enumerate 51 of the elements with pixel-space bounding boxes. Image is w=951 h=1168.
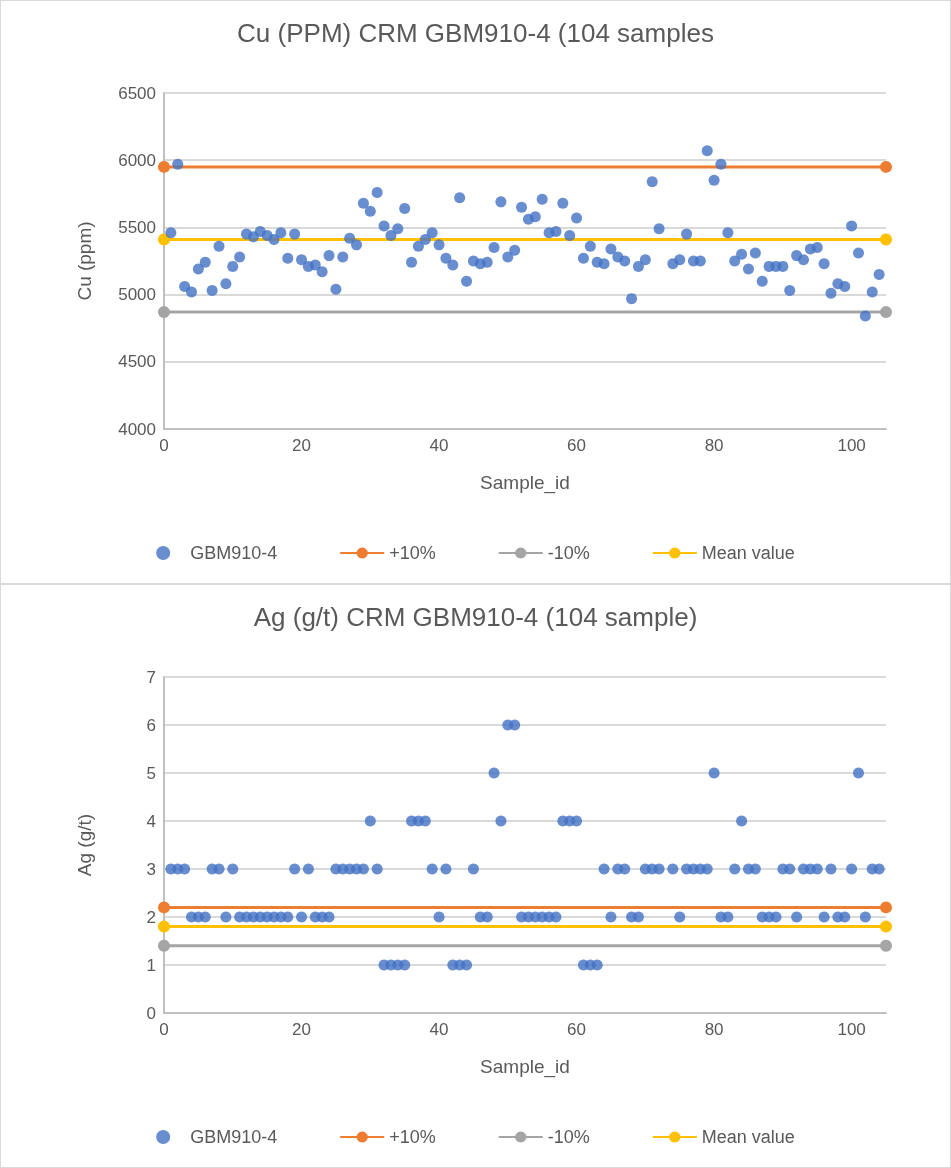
chart-title: Ag (g/t) CRM GBM910-4 (104 sample) [253,602,698,632]
point [880,160,892,173]
x-tick-label: 40 [429,436,449,455]
x-tick-label: 100 [837,436,866,455]
y-tick-label: 5 [146,763,156,783]
x-tick-label: 80 [704,436,724,455]
legend-label: +10% [389,543,436,563]
point [158,160,170,173]
y-tick-label: 0 [146,1003,156,1023]
point [158,939,170,952]
legend-label: GBM910-4 [190,1127,278,1147]
y-axis-title: Cu (ppm) [74,221,95,301]
x-tick-label: 80 [704,1020,724,1039]
y-tick-label: 7 [146,667,156,687]
x-tick-label: 20 [292,1020,311,1039]
point [158,901,170,914]
point [880,901,892,914]
y-axis-title: Ag (g/t) [74,813,95,877]
legend-label: +10% [389,1127,436,1147]
y-tick-label: 5500 [118,217,156,237]
y-tick-label: 6500 [118,83,156,103]
point [158,920,170,933]
point [880,306,892,319]
x-tick-label: 60 [567,436,587,455]
x-axis-title: Sample_id [480,1056,570,1078]
y-tick-label: 4500 [118,352,156,372]
x-tick-label: 0 [159,1020,169,1039]
x-tick-label: 40 [429,1020,449,1039]
x-axis-title: Sample_id [480,472,570,494]
x-tick-label: 20 [292,436,311,455]
y-tick-label: 6 [146,715,156,735]
y-tick-label: 4 [146,811,156,831]
y-tick-label: 2 [146,907,156,927]
x-tick-label: 60 [567,1020,587,1039]
y-tick-label: 5000 [118,285,156,305]
legend-label: Mean value [701,1127,795,1147]
y-tick-label: 4000 [118,419,156,439]
x-tick-label: 0 [159,436,169,455]
legend-label: GBM910-4 [190,543,278,563]
legend-label: -10% [547,543,590,563]
y-tick-label: 1 [146,955,156,975]
point [880,233,892,246]
legend-label: -10% [547,1127,590,1147]
x-tick-label: 100 [837,1020,866,1039]
legend-label: Mean value [701,543,795,563]
y-tick-label: 3 [146,859,156,879]
point [880,920,892,933]
chart-title: Cu (PPM) CRM GBM910-4 (104 samples [237,18,714,48]
point [158,306,170,319]
point [880,939,892,952]
y-tick-label: 6000 [118,150,156,170]
